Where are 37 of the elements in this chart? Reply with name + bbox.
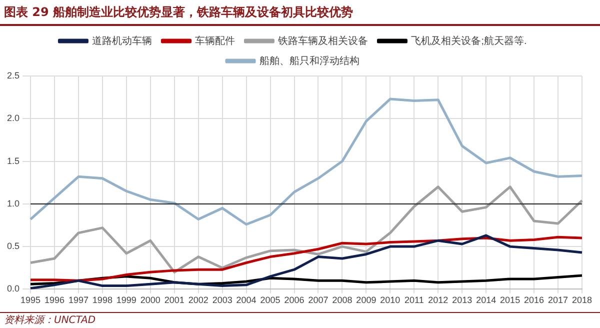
legend-label: 道路机动车辆 [92,34,152,47]
x-tick-label: 2005 [260,295,280,306]
y-tick-label: 1.5 [6,156,20,166]
x-tick-label: 2016 [524,295,544,306]
x-tick-label: 2004 [236,295,256,306]
y-tick-label: 2.5 [6,70,20,80]
x-tick-label: 1998 [92,295,112,306]
x-tick-label: 2002 [188,295,208,306]
x-tick-label: 2007 [308,295,328,306]
x-tick-label: 2015 [500,295,520,306]
chart-title: 图表 29 船舶制造业比较优势显著，铁路车辆及设备初具比较优势 [0,0,600,26]
y-tick-label: 2.0 [6,113,20,124]
x-tick-label: 2000 [140,295,160,306]
x-tick-label: 2001 [164,295,184,306]
x-tick-label: 1995 [20,295,41,306]
x-tick-label: 1997 [68,295,88,306]
x-tick-label: 2009 [356,295,376,306]
x-tick-label: 2008 [332,295,352,306]
y-tick-label: 1.0 [6,198,20,208]
x-tick-label: 2014 [476,295,496,306]
text: 资料来源：UNCTAD [0,312,600,327]
legend-label: 车辆配件 [195,34,236,47]
legend-label: 铁路车辆及相关设备 [277,34,368,47]
y-tick-label: 0.5 [6,241,20,252]
legend-label: 船舶、船只和浮动结构 [260,54,360,67]
x-tick-label: 2003 [212,295,232,306]
x-tick-label: 2018 [572,295,592,306]
legend-label: 飞机及相关设备;航天器等. [411,34,527,47]
x-tick-label: 2011 [404,295,424,306]
x-tick-label: 2006 [284,295,304,306]
x-tick-label: 2012 [428,295,448,306]
x-tick-label: 2013 [452,295,472,306]
x-tick-label: 2017 [548,295,568,306]
x-tick-label: 1999 [116,295,136,306]
x-tick-label: 1996 [44,295,65,306]
x-tick-label: 2010 [380,295,400,306]
y-tick-label: 0.0 [6,284,20,294]
